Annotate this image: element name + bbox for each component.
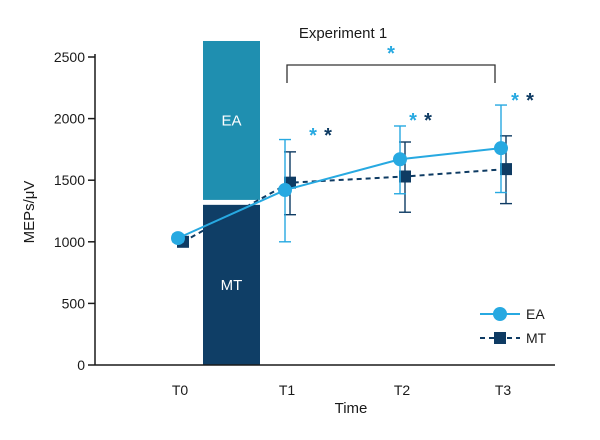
series-line-ea xyxy=(177,147,502,240)
bar-label-ea: EA xyxy=(221,112,241,129)
x-axis-title: Time xyxy=(335,400,368,417)
x-tick-label: T2 xyxy=(394,382,411,398)
axes: 0 500 1000 1500 2000 2500 T0 T1 T2 T3 xyxy=(54,49,555,398)
series-line-mt xyxy=(182,168,507,243)
significance-star-mt: * xyxy=(424,110,432,132)
y-tick-label: 1000 xyxy=(54,234,85,250)
y-tick-label: 2500 xyxy=(54,49,85,65)
annotations: Experiment 1** ** ** * xyxy=(286,25,534,147)
data-point-ea xyxy=(393,152,407,167)
x-tick-label: T0 xyxy=(172,382,189,398)
y-axis-title: MEPs/μV xyxy=(21,181,38,244)
data-point-mt xyxy=(500,163,512,176)
legend-label-mt: MT xyxy=(526,330,547,346)
bracket-star: * xyxy=(387,43,395,65)
legend-label-ea: EA xyxy=(526,306,545,322)
data-point-ea xyxy=(171,231,185,246)
bar-label-mt: MT xyxy=(221,277,243,294)
experiment-label: Experiment 1 xyxy=(299,25,387,42)
data-point-ea xyxy=(278,183,292,198)
significance-star-ea: * xyxy=(309,125,317,147)
y-tick-label: 1500 xyxy=(54,172,85,188)
x-tick-label: T3 xyxy=(495,382,512,398)
significance-star-mt: * xyxy=(324,125,332,147)
x-tick-label: T1 xyxy=(279,382,296,398)
significance-star-ea: * xyxy=(511,90,519,112)
significance-star-mt: * xyxy=(526,90,534,112)
legend-marker-mt xyxy=(494,332,506,344)
data-point-ea xyxy=(494,141,508,156)
bar-mt xyxy=(203,204,260,365)
y-tick-label: 0 xyxy=(77,357,85,373)
significance-star-ea: * xyxy=(409,110,417,132)
y-tick-label: 500 xyxy=(62,295,86,311)
bar-ea xyxy=(203,40,260,200)
data-point-mt xyxy=(399,170,411,183)
background-bars: EA MT xyxy=(203,40,260,365)
legend: EA MT xyxy=(480,306,547,346)
series xyxy=(171,104,512,248)
y-tick-label: 2000 xyxy=(54,111,85,127)
significance-bracket xyxy=(286,64,496,83)
legend-marker-ea xyxy=(493,307,507,321)
